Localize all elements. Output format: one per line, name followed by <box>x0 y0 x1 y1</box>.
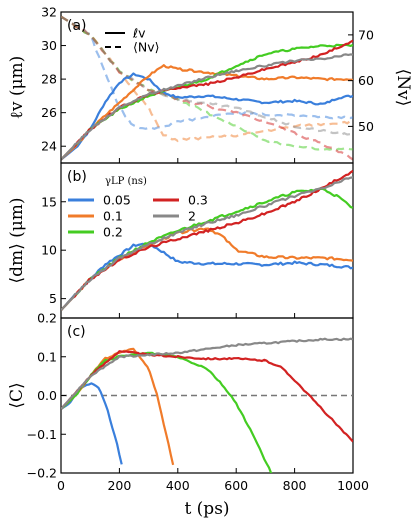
legend-label-2: 2 <box>188 209 196 224</box>
y2-axis-label: ⟨Nv⟩ <box>393 69 413 107</box>
y-tick-label: 24 <box>41 139 57 154</box>
legend-label-0.2: 0.2 <box>103 225 123 240</box>
data-lines <box>61 15 353 473</box>
panel-label: (a) <box>67 18 87 34</box>
y2-tick-label: 60 <box>358 73 374 88</box>
x-tick-label: 600 <box>224 478 248 493</box>
legend-label-0.3: 0.3 <box>188 193 208 208</box>
y-tick-label: 0.2 <box>37 311 57 326</box>
y-tick-label: −0.1 <box>27 427 57 442</box>
legend-label-0.05: 0.05 <box>103 193 131 208</box>
y-tick-label: 0.0 <box>37 388 57 403</box>
series-nv-0.05 <box>61 15 353 130</box>
series-c-0.3 <box>61 350 353 443</box>
legend-label-solid: ℓv <box>132 26 146 41</box>
series-b-2 <box>61 176 353 312</box>
panel-label: (c) <box>67 324 86 340</box>
series-c-2 <box>61 337 353 410</box>
series-a-0.05 <box>61 72 353 161</box>
x-tick-label: 1000 <box>337 478 369 493</box>
y-tick-label: 32 <box>41 5 57 20</box>
y-axis-label: ⟨dm⟩ (μm) <box>7 197 27 283</box>
panel-label: (b) <box>67 169 87 185</box>
y-tick-label: 0.1 <box>37 349 57 364</box>
legends: ℓv⟨Nv⟩ γLP (ns) 0.050.10.2 0.32 <box>68 26 208 240</box>
x-axis-label: t (ps) <box>184 499 229 519</box>
legend-title: γLP (ns) <box>105 176 147 187</box>
y2-tick-label: 50 <box>358 119 374 134</box>
y-tick-label: 15 <box>41 194 57 209</box>
y-axis-label: ℓv (μm) <box>7 56 27 120</box>
y2-tick-label: 70 <box>358 27 374 42</box>
series-a-2 <box>61 53 353 161</box>
y-tick-label: 5 <box>49 291 57 306</box>
panel-frame <box>60 11 354 164</box>
series-a-0.1 <box>61 64 353 161</box>
x-tick-label: 400 <box>166 478 190 493</box>
text-labels: 24 26 28 30 32 50 60 70 (a) ℓv (μm) ⟨Nv⟩ 5 10 15 (b) ⟨d… <box>7 5 413 520</box>
y-tick-label: 26 <box>41 105 57 120</box>
x-tick-label: 200 <box>107 478 131 493</box>
y-axis-label: ⟨C⟩ <box>7 382 27 408</box>
tick-marks <box>60 11 354 474</box>
y-tick-label: 30 <box>41 38 57 53</box>
y-tick-label: 10 <box>41 243 57 258</box>
legend-label-0.1: 0.1 <box>103 209 123 224</box>
y-tick-label: −0.2 <box>27 466 57 481</box>
series-c-0.2 <box>61 351 273 473</box>
x-tick-label: 0 <box>57 478 65 493</box>
x-tick-label: 800 <box>283 478 307 493</box>
series-nv-2 <box>61 15 353 137</box>
legend-label-dashed: ⟨Nv⟩ <box>133 40 160 55</box>
y-tick-label: 28 <box>41 72 57 87</box>
series-b-0.05 <box>61 241 353 312</box>
